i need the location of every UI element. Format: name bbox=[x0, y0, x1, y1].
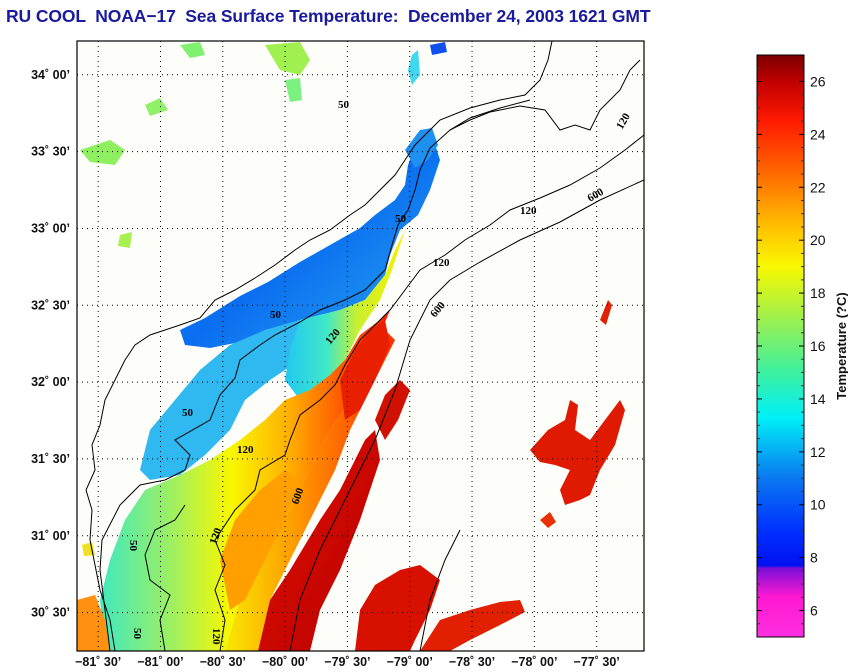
sst-patch-shelf-mid bbox=[140, 320, 320, 480]
longitude-axis: −81˚ 30’ −81˚ 00’ −80˚ 30’ −80˚ 00’ −79˚ 30’… bbox=[75, 655, 620, 669]
coastline-path bbox=[85, 41, 553, 651]
contour-label: 120 bbox=[433, 257, 450, 269]
sst-patch-east bbox=[530, 400, 625, 505]
lon-tick-label: −79˚ 00’ bbox=[387, 655, 433, 669]
colorbar-label: Temperature (?C) bbox=[834, 292, 848, 399]
sst-patch-gulfstream-south bbox=[258, 430, 380, 651]
contour-label: 120 bbox=[520, 205, 537, 217]
coastline bbox=[85, 41, 553, 651]
colorbar-tick-label: 26 bbox=[810, 73, 826, 89]
lat-tick-label: 34˚ 00’ bbox=[31, 68, 70, 82]
lon-tick-label: −78˚ 30’ bbox=[449, 655, 495, 669]
graticule bbox=[77, 41, 644, 651]
contour-50m-inner bbox=[144, 504, 186, 651]
contour-50m bbox=[99, 99, 531, 651]
sst-patch-cyan-1 bbox=[408, 50, 420, 85]
contour-label: 120 bbox=[237, 444, 254, 456]
lon-tick-label: −81˚ 00’ bbox=[137, 655, 183, 669]
latitude-axis: 34˚ 00’ 33˚ 30’ 33˚ 00’ 32˚ 30’ 32˚ 00’ 31˚ 3… bbox=[31, 68, 70, 620]
bathymetry-contours bbox=[99, 59, 644, 651]
sst-patch-green-4 bbox=[145, 98, 168, 116]
map-frame bbox=[76, 40, 645, 652]
lon-tick-label: −80˚ 00’ bbox=[262, 655, 308, 669]
sst-patch-green-5 bbox=[285, 78, 302, 102]
contour-label: 50 bbox=[182, 407, 194, 419]
sst-patch-shelf-north bbox=[180, 135, 440, 348]
lon-tick-label: −77˚ 30’ bbox=[574, 655, 620, 669]
contour-label: 50 bbox=[127, 540, 139, 552]
colorbar-tick-label: 24 bbox=[810, 126, 826, 142]
contour-label: 50 bbox=[395, 213, 407, 225]
chart-title: RU COOL NOAA−17 Sea Surface Temperature:… bbox=[6, 6, 651, 26]
lat-tick-label: 32˚ 00’ bbox=[31, 375, 70, 389]
contour-shelf-break-north bbox=[449, 59, 641, 131]
colorbar-tick-label: 6 bbox=[810, 603, 818, 619]
colorbar-tick-label: 22 bbox=[810, 179, 826, 195]
contour-600m-b bbox=[419, 529, 461, 651]
colorbar-tick-label: 16 bbox=[810, 338, 826, 354]
sst-patch-east-small bbox=[540, 512, 556, 528]
contour-120m bbox=[214, 134, 644, 651]
sst-patch-orange bbox=[220, 470, 300, 610]
lat-tick-label: 31˚ 00’ bbox=[31, 529, 70, 543]
sst-patch-sw-orange bbox=[77, 595, 110, 651]
lat-tick-label: 32˚ 30’ bbox=[31, 298, 70, 312]
sst-imagery bbox=[77, 42, 625, 651]
lat-tick-label: 33˚ 30’ bbox=[31, 145, 70, 159]
sst-patch-strip-a bbox=[340, 320, 390, 420]
lat-tick-label: 33˚ 00’ bbox=[31, 221, 70, 235]
sst-patch-green-1 bbox=[265, 42, 310, 75]
colorbar-tick-label: 18 bbox=[810, 285, 826, 301]
sst-patch-gulfstream-south3 bbox=[420, 600, 525, 651]
colorbar-tick-label: 20 bbox=[810, 232, 826, 248]
contour-label: 120 bbox=[210, 628, 222, 645]
contour-label: 50 bbox=[131, 628, 143, 640]
sst-patch-gulfstream-south2 bbox=[355, 565, 440, 651]
lat-tick-label: 30˚ 30’ bbox=[31, 606, 70, 620]
sst-patch-green-3 bbox=[80, 140, 125, 165]
contour-label: 50 bbox=[338, 99, 350, 111]
lon-tick-label: −79˚ 30’ bbox=[324, 655, 370, 669]
colorbar-tick-label: 14 bbox=[810, 391, 826, 407]
lat-tick-label: 31˚ 30’ bbox=[31, 452, 70, 466]
sst-patch-strip-b bbox=[375, 380, 410, 440]
contour-label: 120 bbox=[208, 526, 225, 546]
colorbar-ticks: 26 24 22 20 18 16 14 12 10 8 6 bbox=[757, 67, 826, 625]
lon-tick-label: −78˚ 00’ bbox=[511, 655, 557, 669]
contour-label: 600 bbox=[290, 486, 307, 506]
sst-patch-green-6 bbox=[118, 232, 132, 248]
colorbar-tick-label: 10 bbox=[810, 497, 826, 513]
contour-600m bbox=[289, 179, 644, 651]
lon-tick-label: −80˚ 30’ bbox=[200, 655, 246, 669]
sst-patch-green-2 bbox=[180, 42, 205, 58]
sst-patch-east-strip bbox=[600, 300, 612, 325]
sst-patch-coast-blue bbox=[405, 128, 438, 168]
lon-tick-label: −81˚ 30’ bbox=[75, 655, 121, 669]
sst-patch-south bbox=[100, 310, 390, 651]
sst-patch-yellow-north bbox=[285, 230, 405, 400]
contour-label: 50 bbox=[270, 309, 282, 321]
colorbar-tick-label: 12 bbox=[810, 444, 826, 460]
colorbar-gradient bbox=[756, 54, 805, 638]
colorbar-tick-label: 8 bbox=[810, 550, 818, 566]
sst-patch-sw-yellow bbox=[82, 542, 95, 556]
colorbar: 26 24 22 20 18 16 14 12 10 8 6 Temperature (?C) bbox=[756, 54, 848, 638]
sst-patch-blue-1 bbox=[430, 42, 447, 55]
